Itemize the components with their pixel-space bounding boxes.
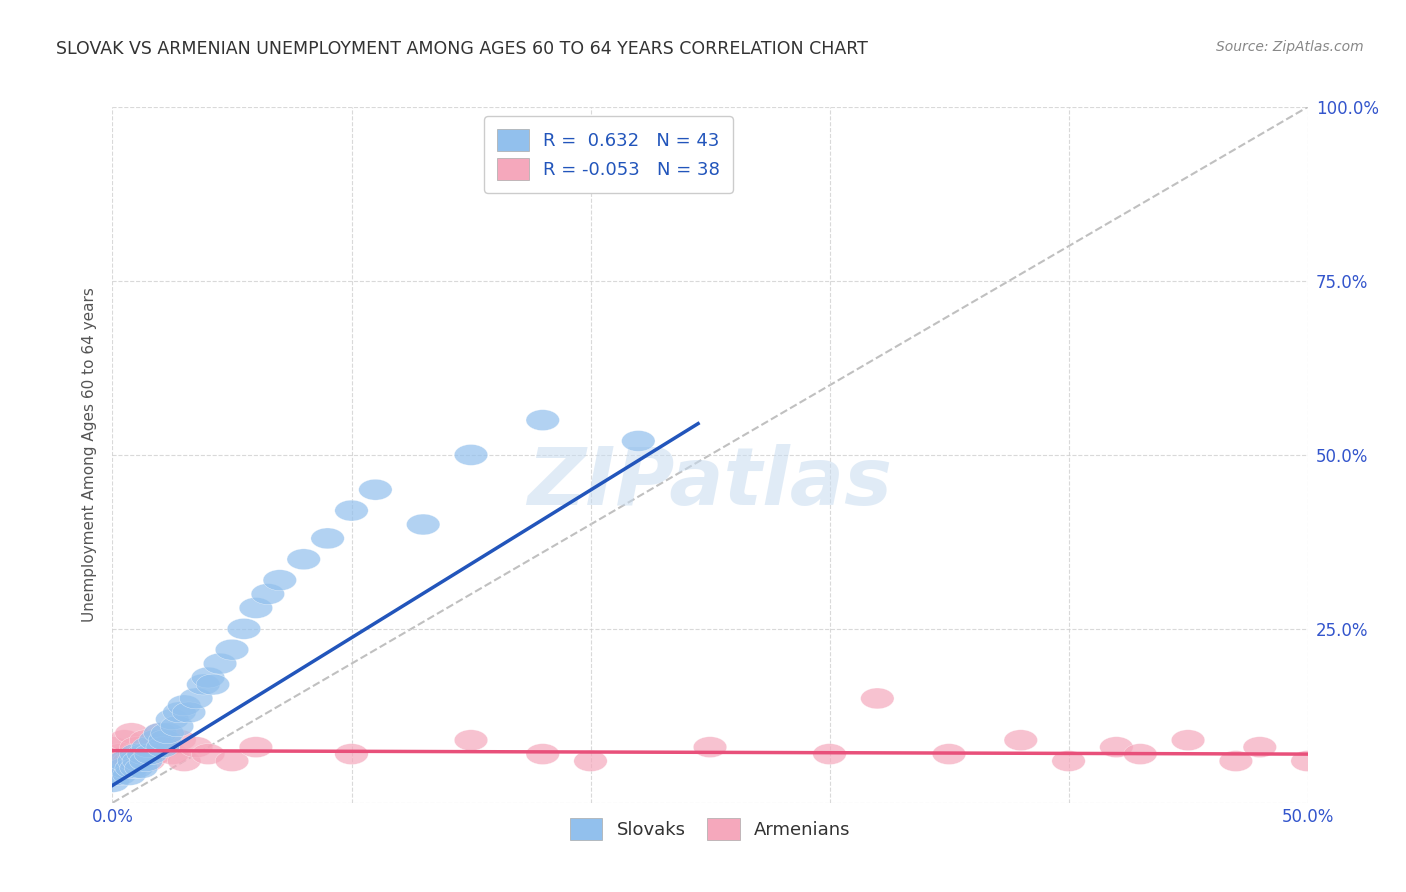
Ellipse shape: [1243, 737, 1277, 757]
Ellipse shape: [163, 702, 197, 723]
Ellipse shape: [117, 751, 150, 772]
Ellipse shape: [239, 598, 273, 618]
Ellipse shape: [160, 715, 194, 737]
Ellipse shape: [173, 702, 205, 723]
Ellipse shape: [252, 583, 284, 605]
Ellipse shape: [180, 737, 212, 757]
Ellipse shape: [813, 744, 846, 764]
Ellipse shape: [263, 570, 297, 591]
Ellipse shape: [112, 751, 146, 772]
Ellipse shape: [120, 744, 153, 764]
Ellipse shape: [139, 730, 173, 751]
Ellipse shape: [108, 751, 141, 772]
Ellipse shape: [146, 737, 180, 757]
Ellipse shape: [103, 764, 136, 786]
Ellipse shape: [1099, 737, 1133, 757]
Ellipse shape: [191, 667, 225, 688]
Ellipse shape: [129, 751, 163, 772]
Ellipse shape: [932, 744, 966, 764]
Ellipse shape: [167, 751, 201, 772]
Ellipse shape: [129, 730, 163, 751]
Ellipse shape: [359, 479, 392, 500]
Ellipse shape: [1219, 751, 1253, 772]
Ellipse shape: [204, 653, 236, 674]
Ellipse shape: [103, 744, 136, 764]
Ellipse shape: [96, 757, 129, 779]
Ellipse shape: [180, 688, 212, 709]
Ellipse shape: [215, 751, 249, 772]
Ellipse shape: [526, 409, 560, 431]
Ellipse shape: [167, 695, 201, 715]
Ellipse shape: [335, 500, 368, 521]
Ellipse shape: [1052, 751, 1085, 772]
Ellipse shape: [239, 737, 273, 757]
Text: SLOVAK VS ARMENIAN UNEMPLOYMENT AMONG AGES 60 TO 64 YEARS CORRELATION CHART: SLOVAK VS ARMENIAN UNEMPLOYMENT AMONG AG…: [56, 40, 868, 58]
Ellipse shape: [693, 737, 727, 757]
Ellipse shape: [621, 431, 655, 451]
Ellipse shape: [139, 744, 173, 764]
Ellipse shape: [112, 764, 146, 786]
Ellipse shape: [311, 528, 344, 549]
Ellipse shape: [143, 723, 177, 744]
Ellipse shape: [122, 751, 156, 772]
Ellipse shape: [136, 737, 170, 757]
Ellipse shape: [228, 618, 260, 640]
Ellipse shape: [132, 737, 165, 757]
Ellipse shape: [335, 744, 368, 764]
Text: ZIPatlas: ZIPatlas: [527, 443, 893, 522]
Ellipse shape: [120, 757, 153, 779]
Ellipse shape: [406, 514, 440, 535]
Ellipse shape: [115, 757, 149, 779]
Ellipse shape: [120, 737, 153, 757]
Ellipse shape: [125, 744, 157, 764]
Ellipse shape: [150, 723, 184, 744]
Ellipse shape: [1123, 744, 1157, 764]
Ellipse shape: [156, 709, 188, 730]
Ellipse shape: [125, 757, 157, 779]
Ellipse shape: [127, 744, 160, 764]
Ellipse shape: [454, 730, 488, 751]
Ellipse shape: [115, 723, 149, 744]
Ellipse shape: [860, 688, 894, 709]
Ellipse shape: [156, 744, 188, 764]
Ellipse shape: [1171, 730, 1205, 751]
Ellipse shape: [149, 730, 181, 751]
Ellipse shape: [134, 744, 167, 764]
Legend: Slovaks, Armenians: Slovaks, Armenians: [561, 809, 859, 849]
Ellipse shape: [215, 640, 249, 660]
Ellipse shape: [163, 730, 197, 751]
Ellipse shape: [96, 737, 129, 757]
Ellipse shape: [287, 549, 321, 570]
Ellipse shape: [526, 744, 560, 764]
Ellipse shape: [187, 674, 221, 695]
Ellipse shape: [149, 737, 181, 757]
Ellipse shape: [143, 723, 177, 744]
Ellipse shape: [96, 772, 129, 792]
Ellipse shape: [117, 744, 150, 764]
Ellipse shape: [132, 751, 165, 772]
Ellipse shape: [191, 744, 225, 764]
Text: Source: ZipAtlas.com: Source: ZipAtlas.com: [1216, 40, 1364, 54]
Ellipse shape: [1291, 751, 1324, 772]
Ellipse shape: [1004, 730, 1038, 751]
Y-axis label: Unemployment Among Ages 60 to 64 years: Unemployment Among Ages 60 to 64 years: [82, 287, 97, 623]
Ellipse shape: [108, 757, 141, 779]
Ellipse shape: [197, 674, 229, 695]
Ellipse shape: [108, 730, 141, 751]
Ellipse shape: [454, 444, 488, 466]
Ellipse shape: [574, 751, 607, 772]
